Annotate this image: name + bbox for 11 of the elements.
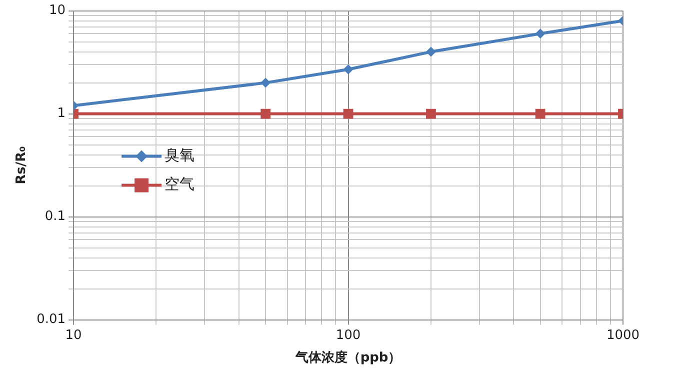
y-tick-label: 0.01 [36, 312, 66, 328]
y-tick-label: 1 [57, 106, 66, 122]
legend-label: 臭氧 [164, 146, 195, 164]
y-axis-title: Rs/R₀ [14, 146, 30, 184]
x-tick-label: 10 [65, 328, 82, 343]
x-tick-label: 100 [336, 328, 361, 343]
x-tick-label: 1000 [606, 328, 640, 343]
legend-label: 空气 [164, 175, 195, 194]
y-tick-label: 0.1 [44, 209, 66, 224]
x-axis-title: 气体浓度（ppb） [294, 350, 402, 366]
y-tick-label: 10 [49, 3, 66, 18]
